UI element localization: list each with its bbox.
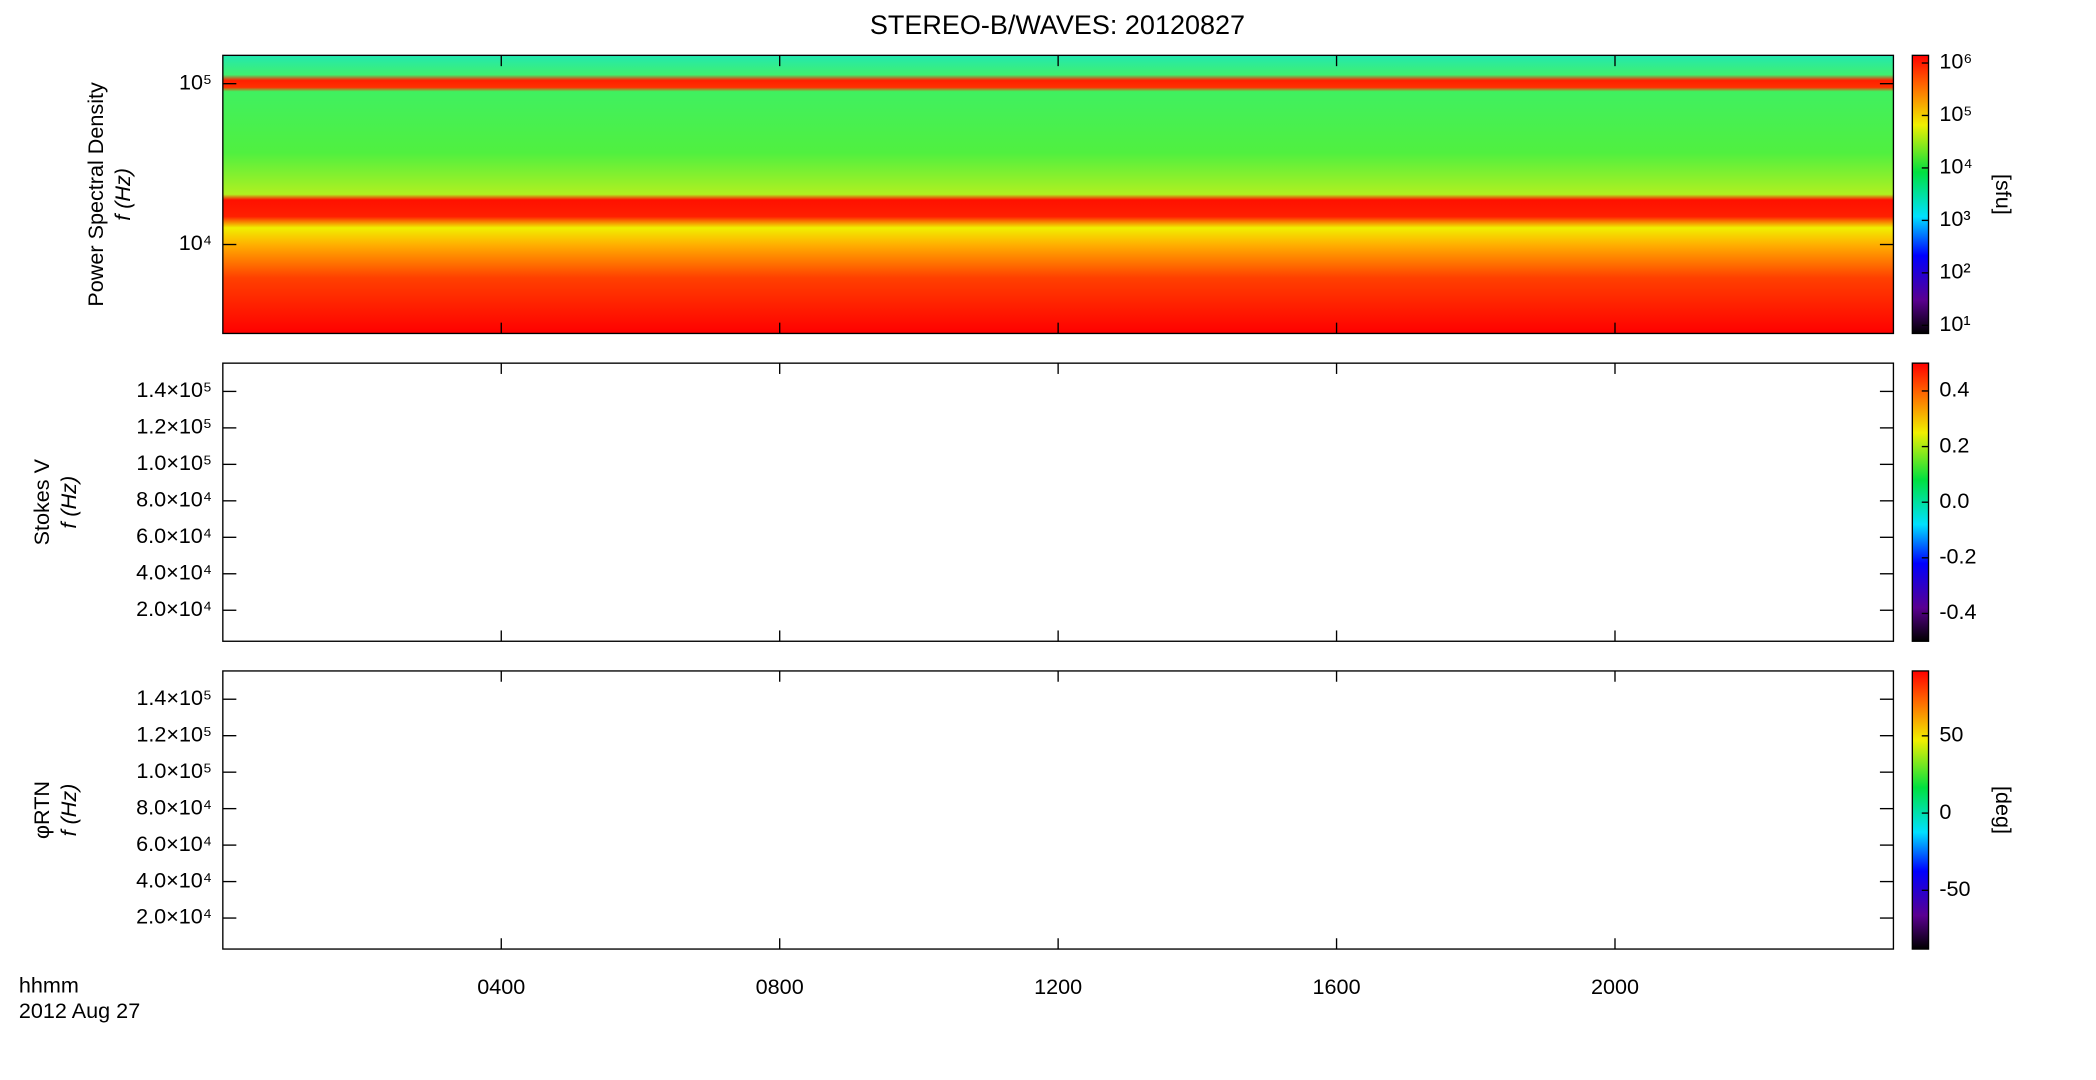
colorbar-tick-label: 0.2 [1939,432,1969,457]
spectrogram-image [222,55,1894,334]
x-tick-label: 0400 [477,974,525,999]
y-axis-sublabel: f (Hz) [110,168,135,221]
y-axis-label: Power Spectral Density [83,82,108,307]
y-tick-label: 1.4×10⁵ [136,377,212,402]
colorbar-label: [sfu] [1991,174,2016,215]
y-tick-label: 1.0×10⁵ [136,450,212,475]
y-axis-sublabel: f (Hz) [56,476,81,529]
colorbar-tick-label: 50 [1939,722,1963,747]
colorbar-tick-label: 10⁵ [1939,101,1972,126]
colorbar-label: [deg] [1991,786,2016,834]
colorbar-tick-label: -50 [1939,876,1970,901]
colorbar-tick-label: -0.4 [1939,599,1976,624]
x-tick-label: 0800 [756,974,804,999]
y-tick-label: 8.0×10⁴ [136,794,212,819]
colorbar-tick-label: 0.4 [1939,377,1969,402]
y-tick-label: 1.0×10⁵ [136,758,212,783]
colorbar-tick-label: 0 [1939,799,1951,824]
colorbar [1911,670,1930,950]
x-tick-label: 1200 [1034,974,1082,999]
y-tick-label: 2.0×10⁴ [136,596,212,621]
y-tick-label: 10⁵ [179,69,212,94]
y-tick-label: 6.0×10⁴ [136,831,212,856]
colorbar-tick-label: 0.0 [1939,488,1969,513]
y-tick-label: 1.4×10⁵ [136,685,212,710]
chart-title: STEREO-B/WAVES: 20120827 [870,10,1245,40]
y-axis-label: φRTN [29,781,54,839]
colorbar-tick-label: 10⁶ [1939,49,1972,74]
x-axis-label: hhmm [19,973,79,998]
colorbar-tick-label: 10² [1939,259,1970,284]
y-axis-label: Stokes V [29,458,54,545]
colorbar [1911,54,1930,335]
x-tick-label: 1600 [1313,974,1361,999]
y-tick-label: 1.2×10⁵ [136,414,212,439]
y-tick-label: 4.0×10⁴ [136,559,212,584]
y-axis-sublabel: f (Hz) [56,784,81,837]
colorbar-tick-label: 10³ [1939,206,1970,231]
y-tick-label: 2.0×10⁴ [136,904,212,929]
colorbar-tick-label: 10¹ [1939,311,1970,336]
y-tick-label: 1.2×10⁵ [136,721,212,746]
y-tick-label: 6.0×10⁴ [136,523,212,548]
plot-frame [222,670,1895,950]
plot-frame [222,362,1895,642]
x-tick-label: 2000 [1591,974,1639,999]
date-label: 2012 Aug 27 [19,998,140,1023]
colorbar-tick-label: 10⁴ [1939,154,1972,179]
y-tick-label: 10⁴ [179,230,212,255]
y-tick-label: 4.0×10⁴ [136,867,212,892]
colorbar-tick-label: -0.2 [1939,544,1976,569]
y-tick-label: 8.0×10⁴ [136,487,212,512]
